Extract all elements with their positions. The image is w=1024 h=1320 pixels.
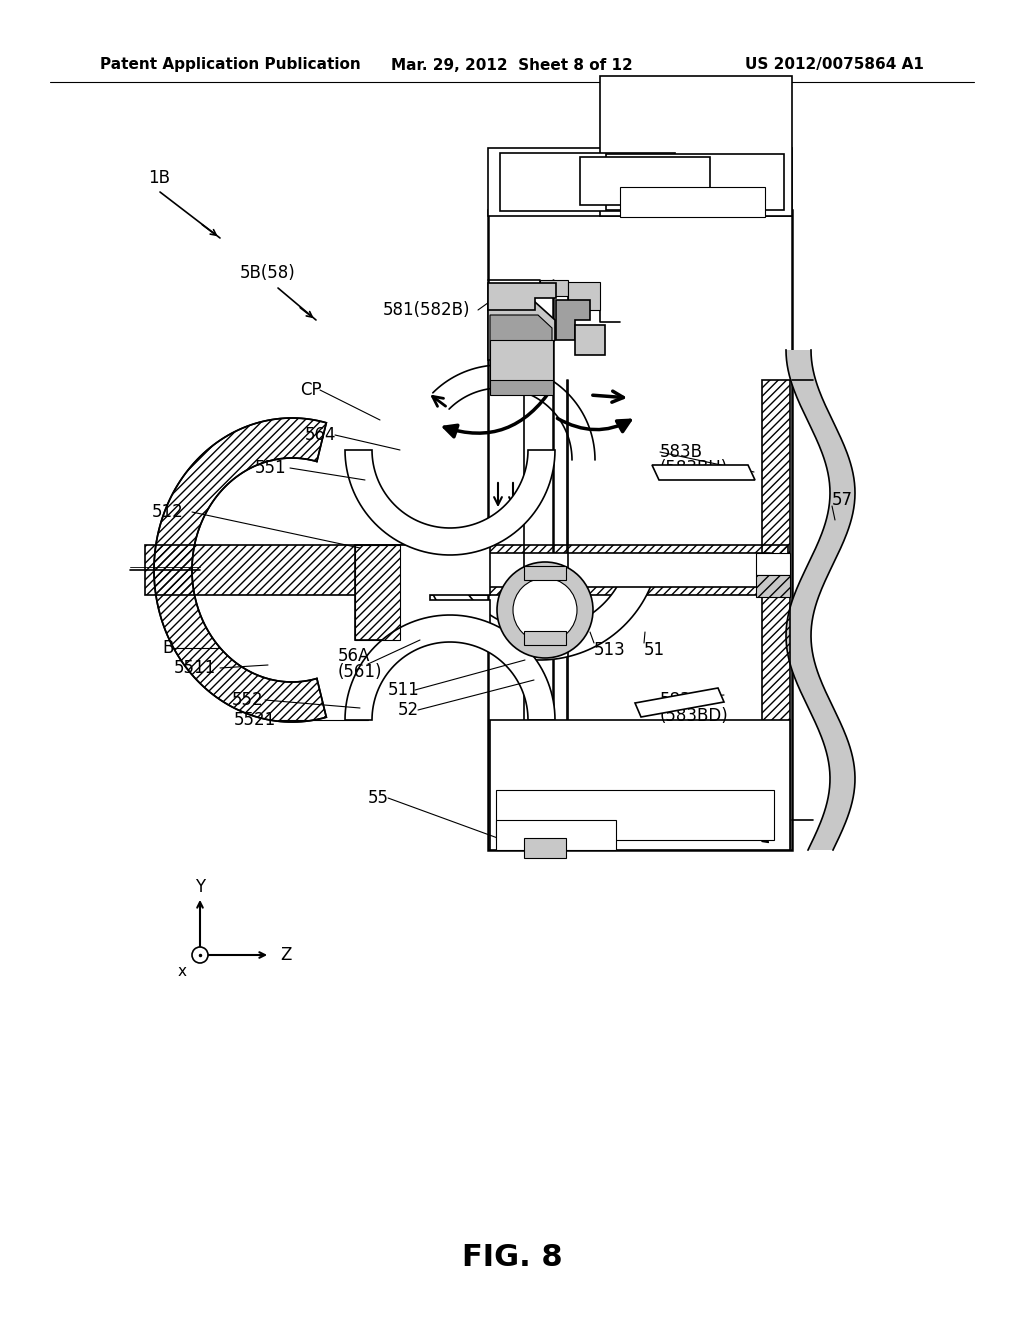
Bar	[488, 148, 792, 216]
Text: (583BU): (583BU)	[660, 459, 728, 477]
Polygon shape	[575, 325, 605, 355]
Circle shape	[513, 578, 577, 642]
Polygon shape	[488, 282, 556, 310]
Text: 52: 52	[398, 701, 419, 719]
Circle shape	[193, 946, 208, 964]
Polygon shape	[345, 615, 555, 719]
Bar	[524, 631, 566, 645]
Text: Patent Application Publication: Patent Application Publication	[100, 58, 360, 73]
Bar	[620, 187, 765, 216]
Polygon shape	[355, 545, 490, 640]
Bar	[496, 820, 616, 850]
Bar	[568, 282, 600, 310]
Bar	[756, 576, 790, 597]
Text: (583BD): (583BD)	[660, 708, 729, 725]
Text: 511: 511	[388, 681, 420, 700]
Text: 55: 55	[368, 789, 389, 807]
Text: 51: 51	[644, 642, 666, 659]
Text: 57: 57	[831, 491, 853, 510]
Text: 589: 589	[602, 183, 634, 201]
Bar	[762, 380, 790, 847]
Polygon shape	[490, 315, 552, 360]
Bar	[756, 553, 790, 576]
Bar	[490, 380, 553, 395]
Polygon shape	[488, 302, 555, 360]
Text: x: x	[177, 964, 186, 978]
Bar	[524, 566, 566, 579]
Text: 583B: 583B	[660, 690, 703, 709]
Text: 513: 513	[594, 642, 626, 659]
Polygon shape	[652, 465, 755, 480]
Bar	[380, 553, 770, 587]
Polygon shape	[786, 350, 855, 850]
Polygon shape	[422, 554, 658, 660]
Bar	[496, 789, 774, 840]
Text: CP: CP	[300, 381, 322, 399]
Bar	[490, 341, 553, 381]
Bar	[145, 545, 788, 595]
Polygon shape	[635, 688, 724, 717]
Text: 5B(58): 5B(58)	[240, 264, 296, 282]
Bar	[540, 280, 568, 296]
Bar	[490, 719, 790, 850]
Text: 564: 564	[305, 426, 337, 444]
Text: Y: Y	[195, 878, 205, 896]
Text: 552: 552	[232, 690, 263, 709]
Bar	[488, 210, 792, 850]
Bar	[580, 157, 710, 205]
Circle shape	[497, 562, 593, 657]
Bar	[606, 154, 784, 210]
Text: 5521: 5521	[234, 711, 276, 729]
Text: B: B	[162, 639, 173, 657]
Bar	[500, 153, 675, 211]
Text: 1B: 1B	[148, 169, 170, 187]
Text: 5511: 5511	[174, 659, 216, 677]
Text: 551: 551	[255, 459, 287, 477]
Bar	[524, 838, 566, 858]
Text: Z: Z	[280, 946, 292, 964]
Text: US 2012/0075864 A1: US 2012/0075864 A1	[745, 58, 924, 73]
Polygon shape	[556, 300, 590, 341]
Bar	[600, 77, 792, 216]
Text: 589: 589	[602, 189, 634, 207]
Text: FIG. 8: FIG. 8	[462, 1243, 562, 1272]
Polygon shape	[345, 450, 555, 554]
Text: 512: 512	[152, 503, 183, 521]
Text: 56A: 56A	[338, 647, 371, 665]
Text: (561): (561)	[338, 663, 383, 681]
Text: Mar. 29, 2012  Sheet 8 of 12: Mar. 29, 2012 Sheet 8 of 12	[391, 58, 633, 73]
Text: 583B: 583B	[660, 444, 703, 461]
Text: 581(582B): 581(582B)	[383, 301, 470, 319]
